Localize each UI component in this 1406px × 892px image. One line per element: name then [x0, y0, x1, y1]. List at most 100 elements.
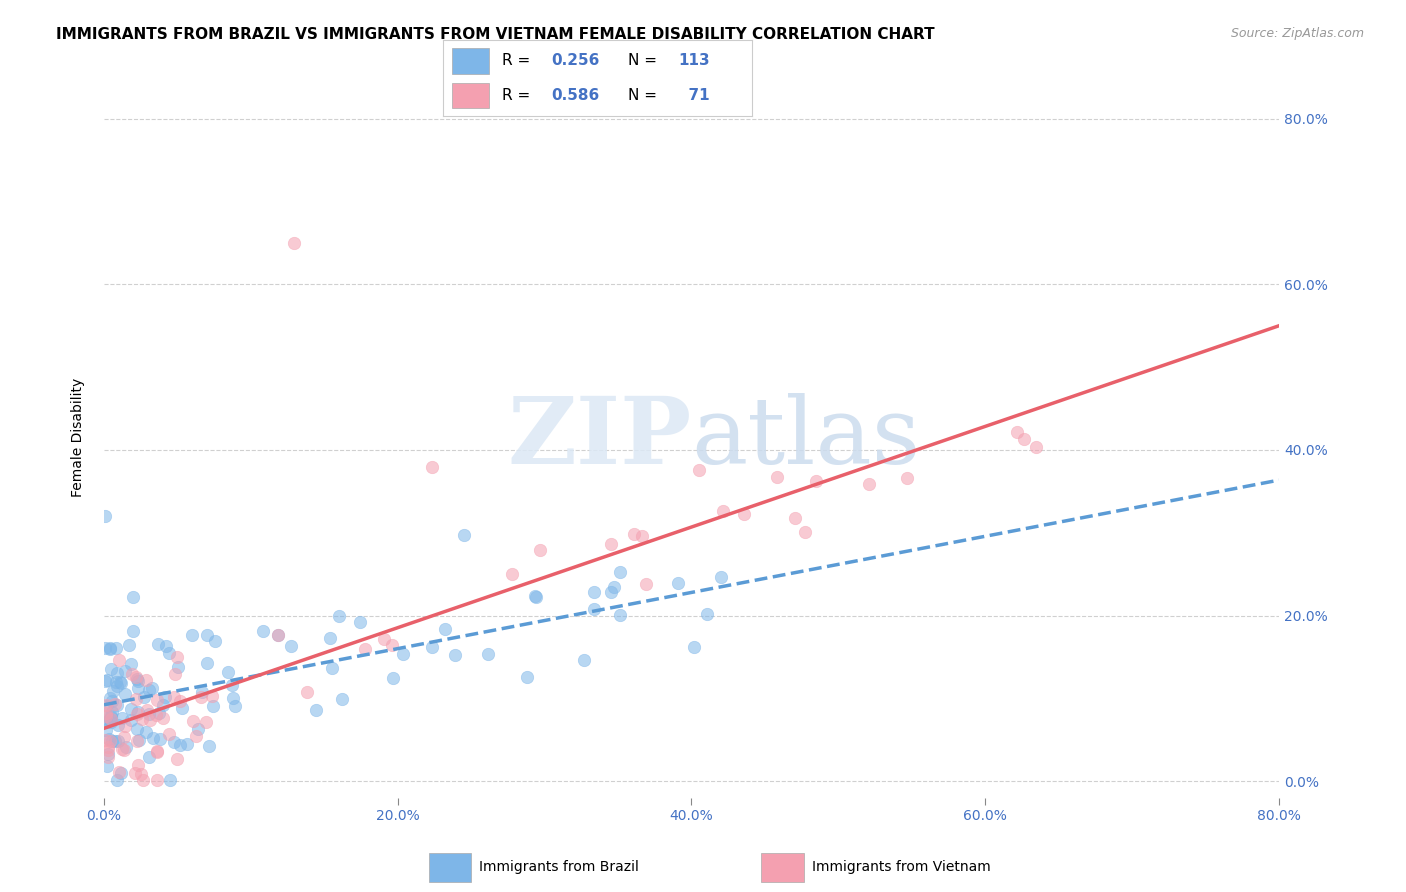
- Point: [190, 690, 212, 704]
- Point: [155, 639, 177, 653]
- Point: [132, 690, 155, 704]
- Point: [124, 670, 146, 684]
- Point: [135, 673, 157, 687]
- Point: [120, 713, 142, 727]
- Point: [138, 707, 160, 722]
- Point: [146, 693, 169, 707]
- Point: [96, 712, 118, 726]
- Point: [609, 608, 631, 623]
- Point: [682, 640, 704, 654]
- Point: [169, 738, 191, 752]
- Point: [198, 739, 221, 754]
- Point: [138, 682, 160, 697]
- Text: 0.256: 0.256: [551, 54, 599, 68]
- Point: [127, 707, 149, 722]
- Text: IMMIGRANTS FROM BRAZIL VS IMMIGRANTS FROM VIETNAM FEMALE DISABILITY CORRELATION : IMMIGRANTS FROM BRAZIL VS IMMIGRANTS FRO…: [56, 27, 935, 42]
- Point: [127, 672, 149, 686]
- Point: [392, 647, 415, 661]
- Point: [354, 641, 377, 656]
- Point: [111, 711, 134, 725]
- Point: [381, 671, 404, 685]
- Point: [709, 570, 731, 584]
- Point: [145, 708, 167, 723]
- Point: [623, 527, 645, 541]
- Point: [138, 750, 160, 764]
- Point: [105, 773, 128, 788]
- Point: [420, 640, 443, 655]
- Point: [100, 712, 122, 726]
- Point: [783, 511, 806, 525]
- Point: [100, 662, 122, 676]
- Point: [195, 656, 218, 670]
- Point: [125, 692, 148, 706]
- Point: [96, 698, 118, 712]
- Point: [224, 699, 246, 714]
- Point: [104, 697, 127, 711]
- Point: [129, 766, 152, 780]
- Point: [896, 471, 918, 485]
- Point: [186, 729, 208, 743]
- Point: [146, 743, 169, 757]
- Point: [108, 653, 131, 667]
- Point: [110, 676, 132, 690]
- Point: [280, 639, 302, 653]
- Point: [127, 758, 149, 772]
- Point: [107, 718, 129, 732]
- Point: [696, 607, 718, 621]
- Point: [98, 733, 121, 747]
- Point: [122, 624, 145, 639]
- Point: [105, 641, 128, 656]
- Point: [94, 715, 117, 730]
- Point: [804, 474, 827, 488]
- Point: [152, 711, 174, 725]
- Point: [157, 727, 180, 741]
- Point: [221, 690, 243, 705]
- Point: [166, 752, 188, 766]
- Point: [101, 734, 124, 748]
- Text: N =: N =: [628, 54, 662, 68]
- Point: [381, 638, 404, 652]
- Point: [267, 628, 290, 642]
- Point: [98, 712, 121, 726]
- Point: [152, 698, 174, 713]
- Point: [97, 750, 120, 764]
- Point: [114, 719, 136, 733]
- FancyBboxPatch shape: [453, 47, 489, 73]
- Point: [1005, 425, 1028, 439]
- Point: [163, 666, 186, 681]
- Point: [583, 602, 606, 616]
- Text: 0.586: 0.586: [551, 88, 599, 103]
- Point: [96, 723, 118, 737]
- Point: [96, 673, 118, 688]
- Point: [157, 646, 180, 660]
- Point: [477, 647, 499, 661]
- Point: [170, 701, 193, 715]
- Point: [267, 628, 290, 642]
- Point: [194, 714, 217, 729]
- Text: 113: 113: [678, 54, 710, 68]
- Text: N =: N =: [628, 88, 662, 103]
- Point: [100, 709, 122, 723]
- Point: [321, 661, 343, 675]
- Point: [159, 773, 181, 788]
- Point: [94, 706, 117, 720]
- Text: R =: R =: [502, 88, 534, 103]
- Point: [221, 678, 243, 692]
- Point: [127, 681, 149, 695]
- Point: [162, 735, 184, 749]
- Point: [104, 674, 127, 689]
- Point: [434, 622, 457, 636]
- Point: [201, 689, 224, 703]
- Point: [146, 745, 169, 759]
- Point: [305, 703, 328, 717]
- Point: [141, 681, 163, 695]
- Point: [420, 459, 443, 474]
- Text: ZIP: ZIP: [508, 392, 692, 483]
- Point: [524, 591, 547, 605]
- Y-axis label: Female Disability: Female Disability: [72, 378, 86, 497]
- Point: [108, 764, 131, 779]
- Point: [163, 690, 186, 705]
- Point: [120, 702, 142, 716]
- Point: [94, 708, 117, 723]
- Point: [1012, 432, 1035, 446]
